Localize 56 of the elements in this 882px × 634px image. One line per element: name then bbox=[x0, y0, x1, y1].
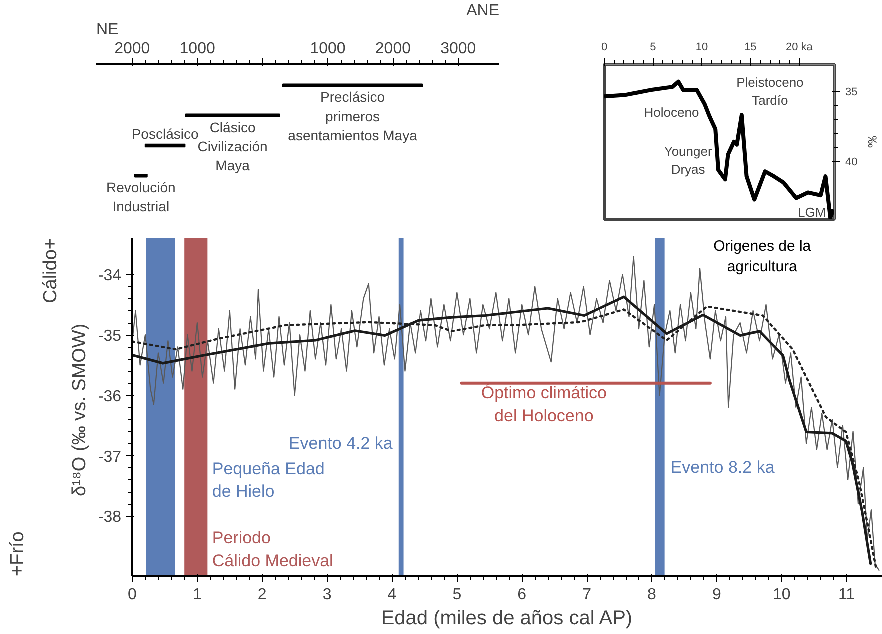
x-tick-label: 5 bbox=[650, 42, 656, 54]
y-tick-label: -34 bbox=[98, 268, 122, 285]
x-tick-label: 2000 bbox=[375, 40, 412, 58]
x-tick-label: 1000 bbox=[310, 40, 346, 58]
x-tick-label: 10 bbox=[772, 586, 791, 604]
band-label: Periodo Cálido Medieval bbox=[212, 528, 334, 570]
x-tick-label: 2 bbox=[258, 586, 267, 604]
x-tick-label: 0 bbox=[601, 42, 608, 54]
y-tick-label: -36 bbox=[98, 388, 122, 406]
x-axis-title: Edad (miles de años cal AP) bbox=[381, 608, 633, 630]
annotation: Younger Dryas bbox=[664, 144, 713, 177]
text: Cálido+ bbox=[40, 238, 62, 304]
x-tick-label: 0 bbox=[128, 586, 138, 604]
text: ANE bbox=[466, 2, 500, 20]
annotation: Óptimo climático del Holoceno bbox=[481, 384, 608, 426]
y-tick-label: 35 bbox=[846, 86, 858, 98]
annotation: Clásico Civilización Maya bbox=[198, 119, 268, 174]
x-tick-label: 6 bbox=[518, 586, 527, 604]
x-tick-label: 15 bbox=[744, 42, 757, 54]
bar bbox=[282, 84, 424, 88]
bar bbox=[134, 174, 148, 178]
x-tick-label: 3000 bbox=[440, 40, 476, 58]
annotation: Pleistoceno Tardío bbox=[736, 74, 804, 108]
annotation: LGM bbox=[798, 204, 826, 220]
band-label: Evento 8.2 ka bbox=[670, 458, 776, 477]
annotation: Holoceno bbox=[644, 104, 700, 120]
line-series bbox=[604, 80, 834, 220]
y-axis-title: ‰ bbox=[866, 136, 880, 148]
band-label: Evento 4.2 ka bbox=[288, 434, 394, 453]
annotation: Origenes de la agricultura bbox=[714, 238, 812, 276]
x-tick-label: 4 bbox=[388, 586, 397, 604]
x-tick-label: 7 bbox=[582, 586, 592, 604]
y-tick-label: -38 bbox=[98, 509, 122, 526]
x-tick-label: 2000 bbox=[114, 40, 150, 58]
bar bbox=[144, 144, 186, 148]
x-tick-label: 10 bbox=[696, 42, 708, 54]
line-series bbox=[132, 256, 880, 572]
bar bbox=[185, 114, 280, 118]
text: +Frío bbox=[8, 532, 28, 576]
y-tick-label: 40 bbox=[846, 156, 858, 169]
x-tick-label: 20 ka bbox=[786, 42, 814, 54]
x-tick-label: 5 bbox=[452, 586, 462, 604]
x-tick-label: 9 bbox=[712, 586, 722, 604]
y-axis-title: δ¹⁸O (‰ vs. SMOW) bbox=[69, 324, 90, 496]
x-tick-label: 1000 bbox=[180, 40, 216, 58]
x-tick-label: 3 bbox=[322, 586, 332, 604]
x-tick-label: 11 bbox=[838, 586, 856, 604]
x-tick-label: 1 bbox=[192, 586, 202, 604]
y-tick-label: -37 bbox=[98, 448, 122, 466]
annotation: Preclásico primeros asentamientos Maya bbox=[288, 89, 418, 144]
y-tick-label: -35 bbox=[98, 328, 122, 346]
text: NE bbox=[96, 22, 119, 38]
x-tick-label: 8 bbox=[648, 586, 657, 604]
annotation: Posclásico bbox=[132, 126, 199, 142]
annotation: Revolución Industrial bbox=[106, 179, 176, 215]
band-label: Pequeña Edad de Hielo bbox=[212, 459, 325, 502]
